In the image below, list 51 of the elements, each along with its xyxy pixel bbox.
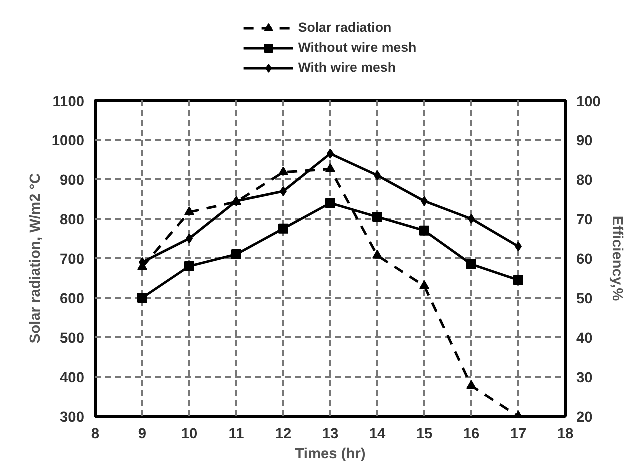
point: [184, 206, 194, 216]
point: [278, 166, 288, 176]
point: [278, 224, 288, 234]
y2-tick-label: 30: [576, 370, 593, 386]
point: [466, 259, 476, 270]
y-tick-label: 500: [60, 331, 85, 347]
x-tick-label: 13: [322, 426, 339, 442]
point: [466, 380, 476, 390]
y2-tick-label: 100: [576, 94, 601, 110]
point: [138, 293, 148, 303]
x-tick-label: 11: [228, 426, 244, 442]
legend-label: With wire mesh: [298, 59, 396, 77]
y-tick-label: 1100: [52, 94, 84, 110]
y-tick-label: 800: [60, 212, 85, 228]
legend-label: Without wire mesh: [298, 39, 417, 57]
x-tick-label: 10: [181, 426, 198, 442]
point: [184, 261, 194, 272]
point: [468, 214, 475, 224]
y-tick-label: 1000: [52, 134, 85, 150]
y-tick-label: 300: [60, 410, 85, 426]
y2-axis-title: Efficiency,%: [608, 216, 625, 302]
y-axis-title: Solar radiation, W/m2 °C: [28, 172, 44, 344]
y2-tick-label: 70: [576, 212, 593, 228]
x-axis-title: Times (hr): [295, 446, 366, 462]
x-tick-label: 12: [275, 426, 292, 442]
x-tick-label: 9: [138, 426, 147, 442]
x-tick-label: 8: [91, 426, 100, 442]
point: [232, 250, 242, 260]
x-tick-label: 17: [510, 426, 527, 442]
point: [326, 164, 336, 172]
y2-tick-label: 90: [576, 134, 593, 150]
x-tick-label: 18: [557, 426, 574, 442]
point: [420, 226, 430, 236]
x-tick-label: 15: [416, 426, 433, 442]
y2-tick-label: 20: [576, 410, 593, 426]
y2-tick-label: 40: [576, 331, 593, 347]
y-tick-label: 400: [60, 370, 85, 386]
y2-tick-label: 50: [576, 292, 593, 308]
point: [514, 275, 524, 286]
point: [372, 250, 382, 259]
y2-tick-label: 60: [576, 252, 593, 268]
x-tick-label: 14: [369, 426, 386, 442]
y-tick-label: 700: [60, 252, 85, 268]
legend-label: Solar radiation: [298, 19, 392, 37]
point: [420, 280, 430, 290]
y2-tick-label: 80: [576, 173, 593, 189]
point: [326, 198, 336, 208]
y-tick-label: 600: [60, 292, 85, 308]
x-tick-label: 16: [463, 426, 480, 442]
y-tick-label: 900: [60, 173, 85, 189]
point: [372, 212, 382, 222]
